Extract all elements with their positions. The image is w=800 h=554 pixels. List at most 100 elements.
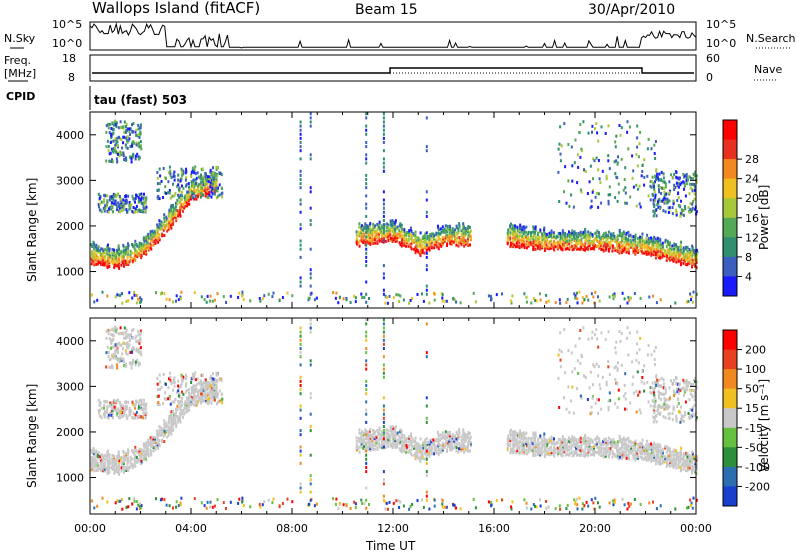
power-cell (539, 298, 542, 302)
power-cell (593, 242, 595, 246)
velocity-cell (371, 442, 374, 446)
velocity-cell (460, 445, 463, 449)
velocity-cell (563, 445, 566, 448)
power-cell (652, 214, 655, 218)
velocity-cell (659, 461, 661, 464)
velocity-cell (625, 449, 627, 453)
power-cell (122, 261, 124, 265)
power-cell (147, 232, 150, 236)
power-cell (656, 203, 659, 207)
power-cell (242, 298, 245, 301)
power-cell (557, 245, 560, 249)
power-cell (299, 169, 302, 173)
power-cell (111, 248, 114, 251)
power-cell (176, 198, 179, 202)
velocity-cell (619, 447, 621, 451)
velocity-cell (607, 440, 610, 444)
power-cell (369, 234, 372, 238)
power-cell (204, 191, 207, 195)
velocity-cell (186, 398, 188, 402)
velocity-cell (360, 440, 363, 444)
power-cell (132, 140, 135, 144)
power-cell (146, 245, 149, 248)
power-cell (536, 233, 539, 237)
velocity-cell (679, 453, 682, 457)
velocity-cell (677, 452, 680, 455)
power-cell (636, 136, 639, 140)
power-cell (139, 144, 142, 148)
velocity-cell (467, 450, 470, 453)
velocity-cell (97, 468, 99, 472)
power-cell (595, 245, 598, 248)
power-cell (167, 180, 170, 184)
power-cell (383, 233, 386, 237)
power-cell (577, 247, 580, 251)
velocity-cell (564, 443, 567, 447)
power-cell (426, 245, 429, 249)
power-cell (176, 202, 179, 206)
power-cell (365, 186, 368, 190)
velocity-cell (106, 345, 109, 349)
power-xaxis-ticks (89, 112, 697, 308)
velocity-cell (507, 434, 510, 438)
power-cell (385, 234, 388, 238)
power-cell (464, 242, 467, 246)
power-cell (342, 297, 345, 301)
velocity-cell (122, 460, 125, 464)
velocity-cell (133, 463, 136, 467)
power-cell (684, 254, 687, 258)
power-cell (121, 301, 124, 305)
nave-tick-bottom: 0 (706, 71, 713, 84)
power-cell (210, 179, 212, 182)
velocity-cell (426, 447, 429, 451)
power-cell (309, 223, 312, 227)
power-cell (381, 239, 384, 243)
power-cell (113, 255, 116, 259)
power-cell (682, 253, 685, 257)
power-cell (513, 243, 516, 247)
velocity-cell (135, 334, 138, 338)
power-cell (592, 177, 594, 181)
velocity-cell (99, 400, 102, 404)
velocity-cell (548, 441, 551, 445)
velocity-cell (598, 447, 601, 451)
velocity-cell (646, 450, 648, 454)
velocity-cell (118, 467, 121, 471)
power-cell (299, 149, 302, 153)
velocity-cell (681, 462, 684, 466)
power-cell (416, 248, 419, 252)
power-cell (639, 244, 642, 248)
power-cell (550, 239, 553, 243)
velocity-cell (636, 449, 639, 453)
power-cell (190, 180, 193, 184)
velocity-cell (117, 471, 120, 475)
velocity-cell (677, 458, 680, 462)
power-cell (690, 209, 693, 213)
power-cell (110, 195, 113, 199)
velocity-cell (94, 461, 97, 465)
velocity-cell (426, 442, 429, 446)
velocity-cell (195, 389, 198, 393)
velocity-cell (545, 438, 548, 442)
power-cell (211, 187, 214, 190)
power-cell (176, 209, 179, 213)
velocity-cell (99, 460, 102, 464)
power-cell (625, 240, 628, 244)
power-cell (672, 176, 675, 179)
velocity-cell (128, 407, 131, 410)
power-cell (160, 220, 163, 224)
power-cell (613, 236, 616, 240)
power-cell (179, 179, 182, 183)
power-cell (382, 276, 385, 280)
velocity-cell (584, 444, 587, 448)
power-cell (638, 184, 641, 188)
power-cell (365, 178, 368, 181)
power-cell (464, 234, 467, 237)
power-cell (172, 209, 175, 212)
power-cell (367, 227, 370, 231)
velocity-cell (139, 329, 142, 333)
power-cell (114, 295, 117, 299)
power-cell (101, 290, 104, 294)
power-cell (238, 291, 241, 295)
velocity-cell (546, 452, 549, 456)
